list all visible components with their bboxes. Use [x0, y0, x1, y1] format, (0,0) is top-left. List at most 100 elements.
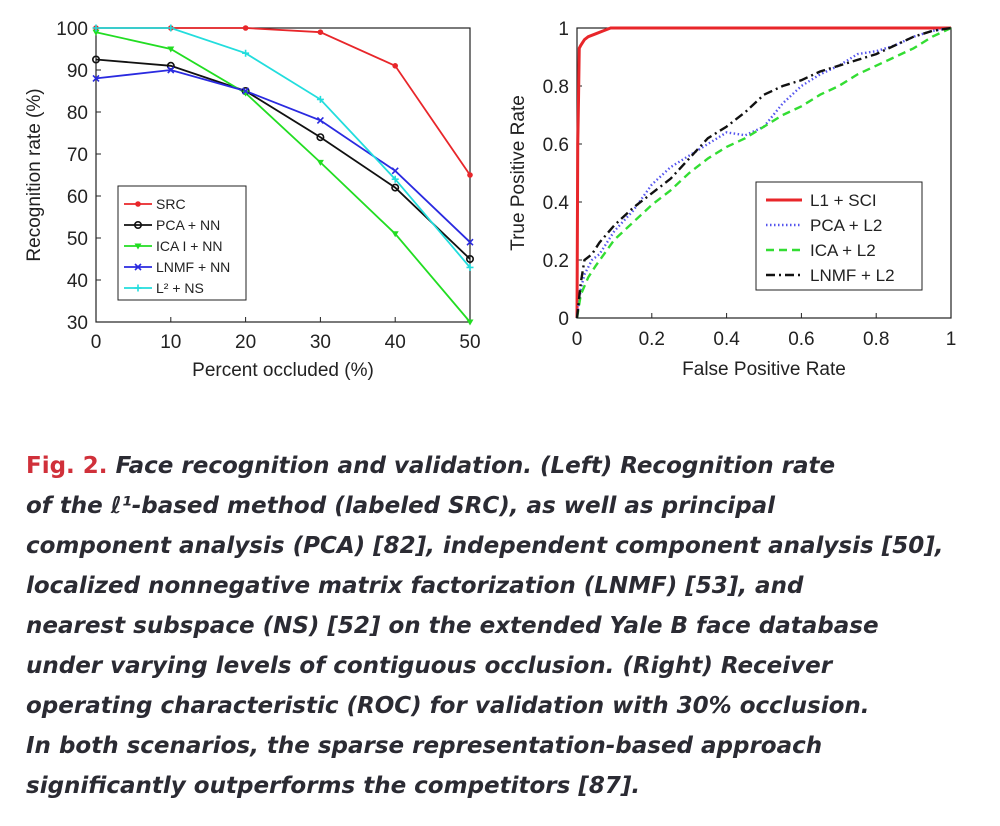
left-legend-marker-1-shape — [134, 221, 143, 230]
left-xtick-label: 20 — [235, 332, 256, 353]
right-xtick-label: 0.4 — [713, 329, 740, 350]
left-xtick-label: 0 — [91, 332, 102, 353]
left-series-3-point-shape — [92, 74, 100, 82]
left-xtick-label: 30 — [310, 332, 331, 353]
left-series-4-point-shape — [242, 49, 250, 57]
left-x-axis-label: Percent occluded (%) — [192, 360, 374, 381]
left-series-0-point — [392, 63, 399, 69]
right-series-line-0 — [575, 26, 951, 319]
left-legend-marker-2 — [134, 243, 142, 250]
left-series-2-point — [466, 319, 474, 326]
caption-line-2: of the ℓ¹-based method (labeled SRC), as… — [26, 493, 776, 519]
left-legend-marker-3 — [134, 263, 142, 271]
left-legend-marker-2-shape — [134, 243, 142, 250]
left-series-2-point — [391, 231, 399, 238]
left-series-2-point-shape — [391, 231, 399, 238]
left-legend-marker-0-shape — [135, 201, 141, 207]
left-series-4-point — [92, 24, 100, 32]
left-series-3-point-shape — [466, 238, 474, 246]
left-legend-marker-0 — [135, 201, 141, 207]
left-legend-label-4: L² + NS — [156, 280, 204, 296]
left-series-0-point-shape — [392, 63, 399, 69]
left-series-line-3 — [95, 69, 471, 243]
left-series-4-point — [466, 263, 474, 271]
left-series-1-point-shape — [465, 255, 474, 264]
right-xtick-label: 0 — [572, 329, 583, 350]
caption-line-5: nearest subspace (NS) [52] on the extend… — [26, 613, 879, 639]
caption-line-4: localized nonnegative matrix factorizati… — [26, 573, 804, 599]
left-series-1-point — [316, 133, 325, 142]
left-ytick-label: 50 — [67, 229, 88, 250]
left-series-4-point-shape — [316, 95, 324, 103]
caption-text-1: Face recognition and validation. (Left) … — [115, 453, 836, 479]
left-ytick-label: 100 — [56, 19, 88, 40]
left-series-4-point — [242, 49, 250, 57]
left-series-0-point-shape — [317, 29, 324, 35]
right-x-axis-label: False Positive Rate — [682, 359, 846, 380]
left-series-0-point — [242, 25, 249, 31]
left-series-1-point-shape — [316, 133, 325, 142]
figure-label: Fig. 2. — [26, 453, 108, 479]
left-legend-marker-1 — [134, 221, 143, 230]
left-series-3-point-shape — [391, 167, 399, 175]
left-series-1-point-shape — [92, 55, 101, 64]
caption-line-7: operating characteristic (ROC) for valid… — [26, 693, 870, 719]
right-ytick-label: 0.2 — [543, 251, 569, 272]
left-legend-label-0: SRC — [156, 196, 186, 212]
caption-line-8: In both scenarios, the sparse representa… — [26, 733, 823, 759]
right-series-line-3 — [575, 26, 952, 319]
left-series-2-point-shape — [92, 29, 100, 36]
caption-line-1: Fig. 2. Face recognition and validation.… — [26, 446, 976, 486]
right-ytick-label: 0.6 — [543, 135, 569, 156]
left-legend-marker-4 — [134, 284, 142, 292]
left-series-2-point-shape — [466, 319, 474, 326]
left-legend-marker-3-shape — [134, 263, 142, 271]
left-ytick-label: 40 — [67, 271, 88, 292]
right-legend-label-0: L1 + SCI — [810, 191, 877, 210]
left-series-line-2 — [95, 31, 471, 323]
figure-area: 0 10 20 30 40 50 30 40 50 60 70 80 90 100 Percent occl… — [24, 19, 957, 381]
left-series-3-point — [92, 74, 100, 82]
left-series-3-point-shape — [242, 87, 250, 95]
left-series-0-point-shape — [467, 172, 473, 178]
left-series-1-point — [465, 255, 474, 264]
right-xtick-label: 0.8 — [863, 329, 889, 350]
left-series-3-point — [167, 66, 175, 74]
left-legend-label-2: ICA I + NN — [156, 238, 223, 254]
left-series-0-point — [317, 29, 324, 35]
left-series-3-point — [316, 116, 324, 124]
right-y-axis-label: True Positive Rate — [508, 95, 529, 251]
caption-line-9: significantly outperforms the competitor… — [26, 773, 641, 799]
right-legend-label-1: PCA + L2 — [810, 216, 882, 235]
left-series-line-0 — [96, 27, 471, 176]
left-ytick-label: 30 — [67, 313, 88, 334]
left-ytick-label: 60 — [67, 187, 88, 208]
left-series-line-4 — [96, 27, 471, 268]
left-series-4-point-shape — [466, 263, 474, 271]
left-series-2-point-shape — [167, 46, 175, 53]
right-ytick-label: 0.4 — [543, 193, 570, 214]
left-y-axis-label: Recognition rate (%) — [24, 88, 45, 261]
left-series-4-point — [167, 24, 175, 32]
right-xtick-label: 1 — [946, 329, 957, 350]
caption-line-6: under varying levels of contiguous occlu… — [26, 653, 833, 679]
left-legend-label-3: LNMF + NN — [156, 259, 230, 275]
left-series-4-point — [391, 175, 399, 183]
left-series-2-point — [92, 29, 100, 36]
left-series-4-point-shape — [92, 24, 100, 32]
left-series-3-point — [391, 167, 399, 175]
left-series-4-point-shape — [391, 175, 399, 183]
left-series-3-point-shape — [316, 116, 324, 124]
right-xtick-label: 0.2 — [639, 329, 665, 350]
left-series-3-point — [242, 87, 250, 95]
left-ytick-label: 90 — [67, 61, 88, 82]
left-xtick-label: 50 — [459, 332, 480, 353]
left-ytick-label: 70 — [67, 145, 88, 166]
left-series-0-point — [467, 172, 473, 178]
right-series-line-2 — [575, 26, 952, 319]
left-series-3-point — [466, 238, 474, 246]
left-series-3-point-shape — [167, 66, 175, 74]
left-xtick-label: 40 — [385, 332, 406, 353]
left-series-2-point-shape — [316, 159, 324, 166]
